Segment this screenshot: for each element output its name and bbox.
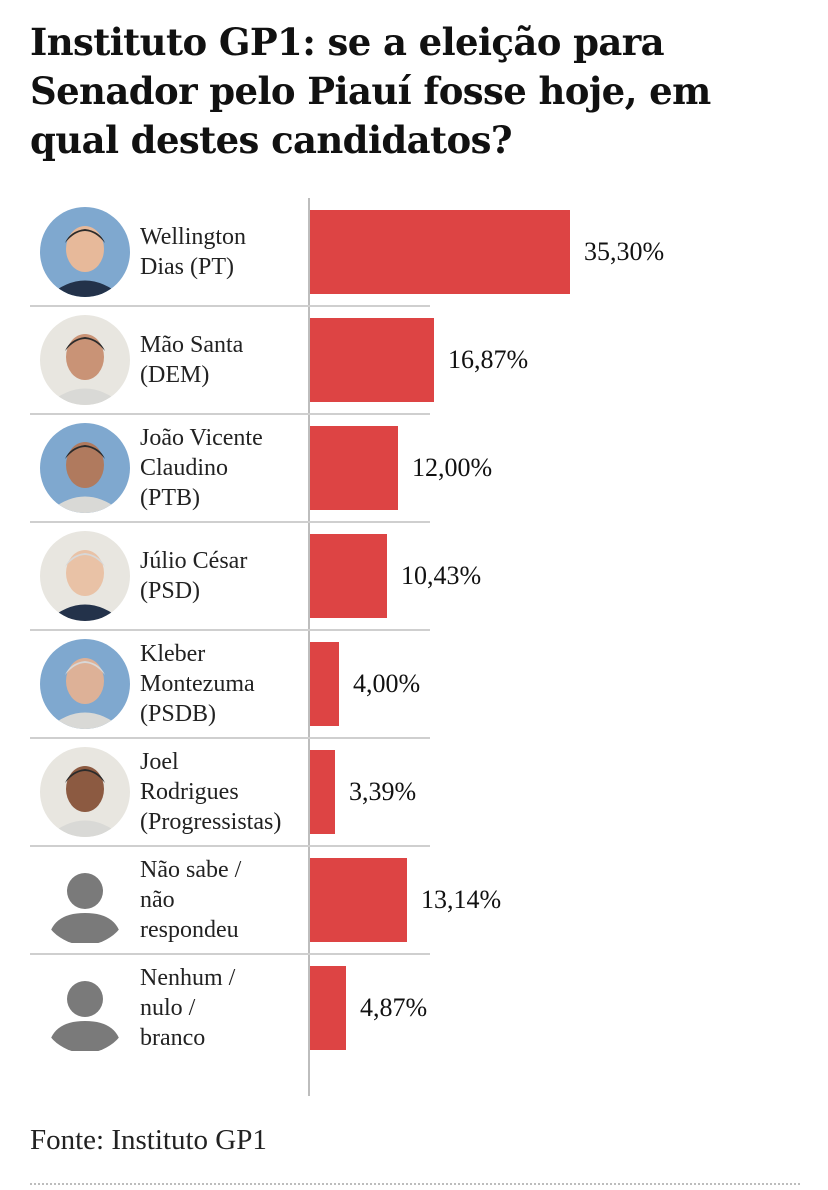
row-divider: [30, 953, 430, 955]
row-divider: [30, 737, 430, 739]
bar: [310, 642, 339, 726]
row-divider: [30, 629, 430, 631]
category-label: Mão Santa (DEM): [140, 332, 244, 388]
category-label: Não sabe / não respondeu: [140, 857, 242, 943]
bottom-divider: [30, 1183, 800, 1185]
category-label: João Vicente Claudino (PTB): [140, 425, 263, 511]
bar-chart: Wellington Dias (PT) 35,30% Mão Santa (DEM…: [0, 198, 828, 1098]
data-label: 4,87%: [360, 993, 428, 1022]
data-label: 35,30%: [584, 237, 665, 266]
source-note: Fonte: Instituto GP1: [30, 1124, 267, 1156]
candidate-photo-avatar: [40, 747, 130, 837]
data-label: 12,00%: [412, 453, 493, 482]
data-label: 4,00%: [353, 669, 421, 698]
category-label: Kleber Montezuma (PSDB): [140, 641, 255, 727]
bar: [310, 534, 387, 618]
category-label: Joel Rodrigues (Progressistas): [140, 749, 282, 835]
candidate-photo-avatar: [40, 207, 130, 297]
bar: [310, 750, 335, 834]
bar: [310, 858, 407, 942]
row-divider: [30, 305, 430, 307]
category-label: Wellington Dias (PT): [140, 224, 247, 280]
data-label: 10,43%: [401, 561, 482, 590]
bar: [310, 210, 570, 294]
candidate-photo-avatar: [40, 315, 130, 405]
candidate-photo-avatar: [40, 639, 130, 729]
category-label: Júlio César (PSD): [140, 548, 248, 604]
candidate-photo-avatar: [40, 423, 130, 513]
silhouette-icon: [40, 855, 130, 945]
row-divider: [30, 521, 430, 523]
data-label: 3,39%: [349, 777, 417, 806]
chart-title: Instituto GP1: se a eleição para Senador…: [30, 20, 711, 162]
candidate-photo-avatar: [40, 531, 130, 621]
chart-axis-line: [308, 198, 310, 1096]
silhouette-icon: [40, 963, 130, 1053]
bar: [310, 966, 346, 1050]
data-label: 16,87%: [448, 345, 529, 374]
data-label: 13,14%: [421, 885, 502, 914]
row-divider: [30, 845, 430, 847]
row-divider: [30, 413, 430, 415]
bar: [310, 426, 398, 510]
category-label: Nenhum / nulo / branco: [140, 965, 236, 1051]
bar: [310, 318, 434, 402]
